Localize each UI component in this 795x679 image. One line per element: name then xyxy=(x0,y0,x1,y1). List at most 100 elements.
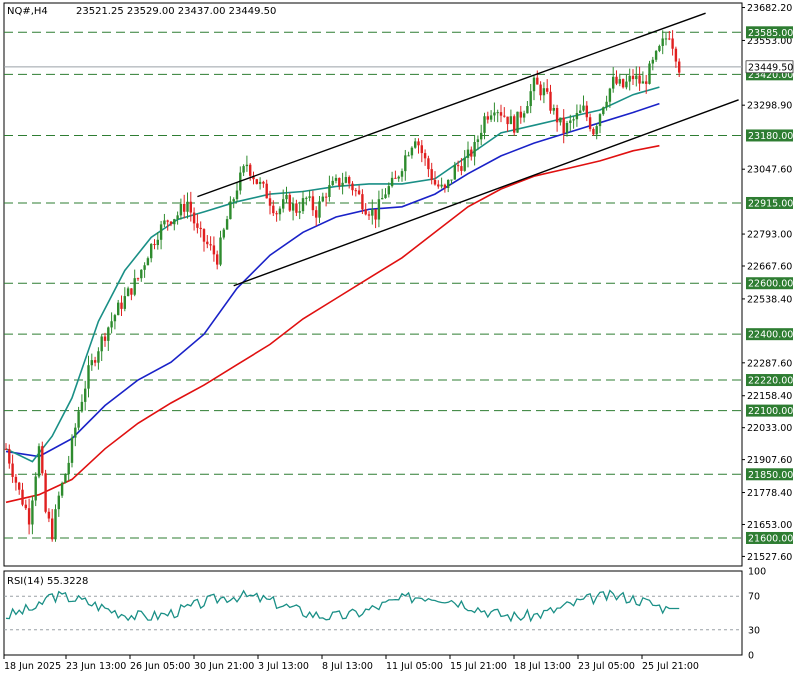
candle-body xyxy=(664,38,668,40)
candle-body xyxy=(654,50,658,60)
price-channel xyxy=(197,12,739,287)
candle-body xyxy=(565,122,569,134)
candle-body xyxy=(645,81,648,84)
candle-body xyxy=(268,198,272,206)
candle-body xyxy=(671,38,674,49)
candle-body xyxy=(324,196,328,198)
candle-body xyxy=(54,509,57,540)
candle-body xyxy=(423,153,427,159)
candle-body xyxy=(598,114,602,127)
candle-body xyxy=(466,149,470,158)
candle-body xyxy=(209,244,212,246)
time-axis: 18 Jun 2025 23 Jun 13:00 26 Jun 05:00 30 Ju… xyxy=(3,655,699,672)
y-tick-label: 22793.00 xyxy=(747,230,792,241)
candle-body xyxy=(638,75,641,84)
candle-body xyxy=(410,147,414,156)
candle-body xyxy=(579,110,582,113)
candle-body xyxy=(262,181,265,184)
level-tag xyxy=(746,129,793,142)
level-tag-label: 22915.00 xyxy=(748,198,793,209)
x-tick-label: 30 Jun 21:00 xyxy=(194,661,254,672)
candle-body xyxy=(522,113,526,118)
candle-body xyxy=(549,91,552,111)
level-tag xyxy=(746,404,793,417)
candle-body xyxy=(513,116,516,133)
y-tick-label: 21653.00 xyxy=(747,520,792,531)
level-tag-label: 21850.00 xyxy=(748,470,793,481)
rsi-label: RSI(14) 55.3228 xyxy=(7,576,88,587)
x-tick-label: 25 Jul 21:00 xyxy=(642,661,699,672)
candle-body xyxy=(357,190,361,195)
candle-body xyxy=(321,196,324,202)
candle-body xyxy=(371,209,374,216)
rsi-tick-label: 100 xyxy=(748,567,766,578)
candle-body xyxy=(397,176,400,179)
candle-body xyxy=(430,169,433,180)
candle-body xyxy=(225,219,229,230)
y-tick-label: 23047.60 xyxy=(747,165,792,176)
candle-body xyxy=(489,115,493,120)
candle-body xyxy=(526,106,529,114)
x-tick-label: 23 Jul 05:00 xyxy=(578,661,635,672)
candle-body xyxy=(651,59,654,64)
candle-body xyxy=(588,117,592,129)
candle-body xyxy=(107,327,110,341)
level-tag xyxy=(746,26,793,39)
y-tick-label: 22538.40 xyxy=(747,294,792,305)
y-tick-label: 23682.20 xyxy=(747,3,792,14)
candle-body xyxy=(113,315,117,322)
candle-body xyxy=(595,126,598,135)
candle-body xyxy=(258,181,262,184)
candle-body xyxy=(192,212,196,224)
candle-body xyxy=(232,199,235,202)
candle-body xyxy=(585,105,588,118)
candle-body xyxy=(120,302,123,309)
candle-body xyxy=(18,482,21,490)
symbol-label: NQ#,H4 xyxy=(7,6,48,17)
y-tick-label: 21527.60 xyxy=(747,552,792,563)
candle-body xyxy=(288,194,291,211)
candle-body xyxy=(252,175,255,180)
candle-body xyxy=(450,179,453,181)
candle-body xyxy=(569,120,572,123)
candle-body xyxy=(249,164,252,176)
candle-body xyxy=(437,184,440,187)
candle-body xyxy=(618,79,621,84)
ma-slow-line xyxy=(5,144,660,504)
rsi-tick-label: 70 xyxy=(748,592,760,603)
candle-body xyxy=(674,48,678,62)
candle-body xyxy=(31,500,34,525)
rsi-tick-label: 0 xyxy=(748,651,754,662)
candle-body xyxy=(331,180,334,186)
candle-body xyxy=(318,201,321,218)
candle-body xyxy=(90,360,93,366)
candle-body xyxy=(575,112,579,120)
candle-body xyxy=(377,199,381,220)
candle-body xyxy=(305,197,308,199)
candle-body xyxy=(206,241,209,245)
candle-body xyxy=(291,203,295,211)
candle-body xyxy=(163,220,166,225)
candle-body xyxy=(476,139,480,143)
candle-body xyxy=(562,117,565,134)
candle-body xyxy=(80,401,84,412)
candle-body xyxy=(282,199,285,209)
ma-mid-line xyxy=(5,102,660,458)
candle-body xyxy=(67,462,70,475)
candle-body xyxy=(328,185,331,197)
candle-body xyxy=(559,117,562,123)
rsi-plot-frame xyxy=(3,570,743,656)
x-tick-label: 26 Jun 05:00 xyxy=(130,661,190,672)
x-tick-label: 8 Jul 13:00 xyxy=(322,661,373,672)
candle-body xyxy=(84,388,87,402)
candle-body xyxy=(133,278,136,295)
candle-body xyxy=(97,351,100,363)
candle-body xyxy=(542,88,546,96)
rsi-panel: 100 70 30 0 xyxy=(4,567,766,662)
candle-body xyxy=(70,437,74,463)
candle-body xyxy=(615,76,618,84)
level-tag-label: 22400.00 xyxy=(748,330,793,341)
level-tag xyxy=(746,277,793,290)
candle-body xyxy=(387,186,390,195)
